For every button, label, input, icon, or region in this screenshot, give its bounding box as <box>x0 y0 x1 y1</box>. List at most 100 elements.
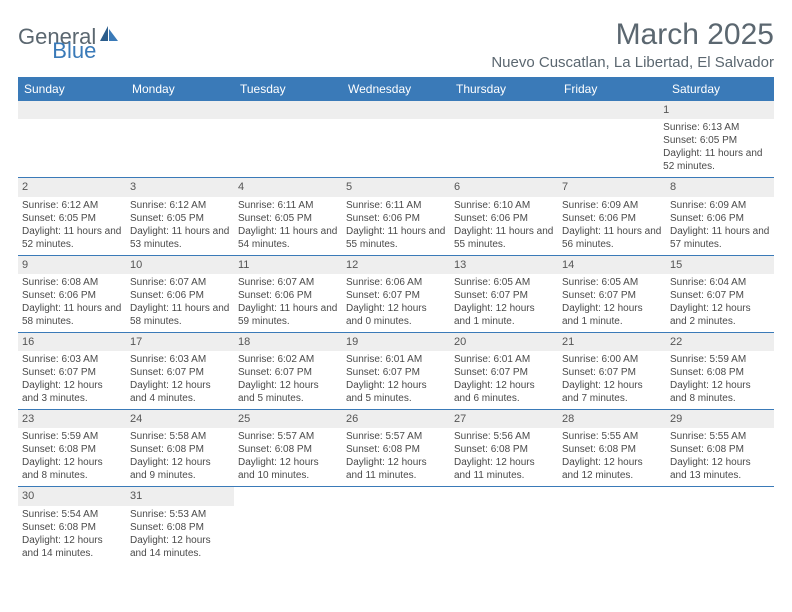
sunset-line: Sunset: 6:07 PM <box>454 289 554 302</box>
daylight-line: Daylight: 12 hours and 2 minutes. <box>670 302 770 328</box>
day-number: 31 <box>126 487 234 505</box>
sunrise-line: Sunrise: 6:11 AM <box>238 199 338 212</box>
header: General Blue March 2025 Nuevo Cuscatlan,… <box>18 18 774 71</box>
day-cell: 13Sunrise: 6:05 AMSunset: 6:07 PMDayligh… <box>450 256 558 332</box>
sunset-line: Sunset: 6:08 PM <box>670 443 770 456</box>
sunset-line: Sunset: 6:05 PM <box>130 212 230 225</box>
day-number: 9 <box>18 256 126 274</box>
day-cell: 16Sunrise: 6:03 AMSunset: 6:07 PMDayligh… <box>18 333 126 409</box>
week-row: 2Sunrise: 6:12 AMSunset: 6:05 PMDaylight… <box>18 178 774 255</box>
sunset-line: Sunset: 6:06 PM <box>346 212 446 225</box>
day-number: 1 <box>659 101 774 119</box>
daylight-line: Daylight: 12 hours and 10 minutes. <box>238 456 338 482</box>
daylight-line: Daylight: 12 hours and 13 minutes. <box>670 456 770 482</box>
day-cell: 30Sunrise: 5:54 AMSunset: 6:08 PMDayligh… <box>18 487 126 563</box>
sunset-line: Sunset: 6:06 PM <box>454 212 554 225</box>
sunrise-line: Sunrise: 6:11 AM <box>346 199 446 212</box>
daylight-line: Daylight: 12 hours and 4 minutes. <box>130 379 230 405</box>
sunset-line: Sunset: 6:07 PM <box>454 366 554 379</box>
sunset-line: Sunset: 6:07 PM <box>346 289 446 302</box>
day-cell: 2Sunrise: 6:12 AMSunset: 6:05 PMDaylight… <box>18 178 126 254</box>
week-row: 30Sunrise: 5:54 AMSunset: 6:08 PMDayligh… <box>18 487 774 563</box>
day-number: 7 <box>558 178 666 196</box>
sunset-line: Sunset: 6:08 PM <box>130 443 230 456</box>
weekday-header: Thursday <box>450 77 558 101</box>
day-number: 6 <box>450 178 558 196</box>
weekday-header: Tuesday <box>234 77 342 101</box>
sunset-line: Sunset: 6:07 PM <box>22 366 122 379</box>
sunrise-line: Sunrise: 6:03 AM <box>130 353 230 366</box>
sunrise-line: Sunrise: 6:09 AM <box>562 199 662 212</box>
day-number: 4 <box>234 178 342 196</box>
daylight-line: Daylight: 11 hours and 55 minutes. <box>346 225 446 251</box>
day-cell: 28Sunrise: 5:55 AMSunset: 6:08 PMDayligh… <box>558 410 666 486</box>
sunset-line: Sunset: 6:08 PM <box>346 443 446 456</box>
sunrise-line: Sunrise: 5:59 AM <box>670 353 770 366</box>
sunset-line: Sunset: 6:08 PM <box>454 443 554 456</box>
day-number: 21 <box>558 333 666 351</box>
day-cell <box>232 101 339 177</box>
sunset-line: Sunset: 6:08 PM <box>130 521 230 534</box>
day-cell: 8Sunrise: 6:09 AMSunset: 6:06 PMDaylight… <box>666 178 774 254</box>
sunrise-line: Sunrise: 5:53 AM <box>130 508 230 521</box>
sunrise-line: Sunrise: 6:02 AM <box>238 353 338 366</box>
daylight-line: Daylight: 12 hours and 5 minutes. <box>238 379 338 405</box>
day-cell: 21Sunrise: 6:00 AMSunset: 6:07 PMDayligh… <box>558 333 666 409</box>
sunset-line: Sunset: 6:08 PM <box>562 443 662 456</box>
daylight-line: Daylight: 12 hours and 14 minutes. <box>130 534 230 560</box>
sunset-line: Sunset: 6:07 PM <box>238 366 338 379</box>
day-cell <box>666 487 774 563</box>
calendar: SundayMondayTuesdayWednesdayThursdayFrid… <box>18 77 774 564</box>
daylight-line: Daylight: 12 hours and 5 minutes. <box>346 379 446 405</box>
daylight-line: Daylight: 11 hours and 58 minutes. <box>130 302 230 328</box>
day-cell: 6Sunrise: 6:10 AMSunset: 6:06 PMDaylight… <box>450 178 558 254</box>
daylight-line: Daylight: 12 hours and 3 minutes. <box>22 379 122 405</box>
sunset-line: Sunset: 6:08 PM <box>238 443 338 456</box>
day-cell: 12Sunrise: 6:06 AMSunset: 6:07 PMDayligh… <box>342 256 450 332</box>
daylight-line: Daylight: 12 hours and 6 minutes. <box>454 379 554 405</box>
daylight-line: Daylight: 12 hours and 1 minute. <box>562 302 662 328</box>
day-cell: 26Sunrise: 5:57 AMSunset: 6:08 PMDayligh… <box>342 410 450 486</box>
daylight-line: Daylight: 12 hours and 7 minutes. <box>562 379 662 405</box>
sunset-line: Sunset: 6:08 PM <box>670 366 770 379</box>
day-number: 30 <box>18 487 126 505</box>
daylight-line: Daylight: 12 hours and 0 minutes. <box>346 302 446 328</box>
sunrise-line: Sunrise: 6:12 AM <box>130 199 230 212</box>
day-cell: 1Sunrise: 6:13 AMSunset: 6:05 PMDaylight… <box>659 101 774 177</box>
sunset-line: Sunset: 6:07 PM <box>562 366 662 379</box>
day-cell: 18Sunrise: 6:02 AMSunset: 6:07 PMDayligh… <box>234 333 342 409</box>
sunset-line: Sunset: 6:08 PM <box>22 521 122 534</box>
sunrise-line: Sunrise: 5:58 AM <box>130 430 230 443</box>
day-number: 10 <box>126 256 234 274</box>
sunrise-line: Sunrise: 5:57 AM <box>238 430 338 443</box>
day-cell: 14Sunrise: 6:05 AMSunset: 6:07 PMDayligh… <box>558 256 666 332</box>
week-row: 1Sunrise: 6:13 AMSunset: 6:05 PMDaylight… <box>18 101 774 178</box>
sunrise-line: Sunrise: 6:05 AM <box>454 276 554 289</box>
daylight-line: Daylight: 11 hours and 56 minutes. <box>562 225 662 251</box>
sunrise-line: Sunrise: 6:08 AM <box>22 276 122 289</box>
sunrise-line: Sunrise: 6:13 AM <box>663 121 770 134</box>
daylight-line: Daylight: 12 hours and 12 minutes. <box>562 456 662 482</box>
day-cell <box>558 487 666 563</box>
day-cell: 15Sunrise: 6:04 AMSunset: 6:07 PMDayligh… <box>666 256 774 332</box>
weekday-header-row: SundayMondayTuesdayWednesdayThursdayFrid… <box>18 77 774 101</box>
day-cell: 3Sunrise: 6:12 AMSunset: 6:05 PMDaylight… <box>126 178 234 254</box>
day-cell <box>450 487 558 563</box>
week-row: 16Sunrise: 6:03 AMSunset: 6:07 PMDayligh… <box>18 333 774 410</box>
day-number: 8 <box>666 178 774 196</box>
day-number: 11 <box>234 256 342 274</box>
sunrise-line: Sunrise: 5:56 AM <box>454 430 554 443</box>
location-text: Nuevo Cuscatlan, La Libertad, El Salvado… <box>491 54 774 71</box>
sunrise-line: Sunrise: 5:59 AM <box>22 430 122 443</box>
day-cell: 22Sunrise: 5:59 AMSunset: 6:08 PMDayligh… <box>666 333 774 409</box>
daylight-line: Daylight: 12 hours and 8 minutes. <box>670 379 770 405</box>
day-cell: 25Sunrise: 5:57 AMSunset: 6:08 PMDayligh… <box>234 410 342 486</box>
sunrise-line: Sunrise: 6:06 AM <box>346 276 446 289</box>
day-cell <box>445 101 552 177</box>
sunset-line: Sunset: 6:07 PM <box>346 366 446 379</box>
sunrise-line: Sunrise: 5:55 AM <box>562 430 662 443</box>
day-cell: 31 Sunrise: 5:53 AMSunset: 6:08 PMDayligh… <box>126 487 234 563</box>
day-number: 14 <box>558 256 666 274</box>
day-cell: 23Sunrise: 5:59 AMSunset: 6:08 PMDayligh… <box>18 410 126 486</box>
day-number: 23 <box>18 410 126 428</box>
